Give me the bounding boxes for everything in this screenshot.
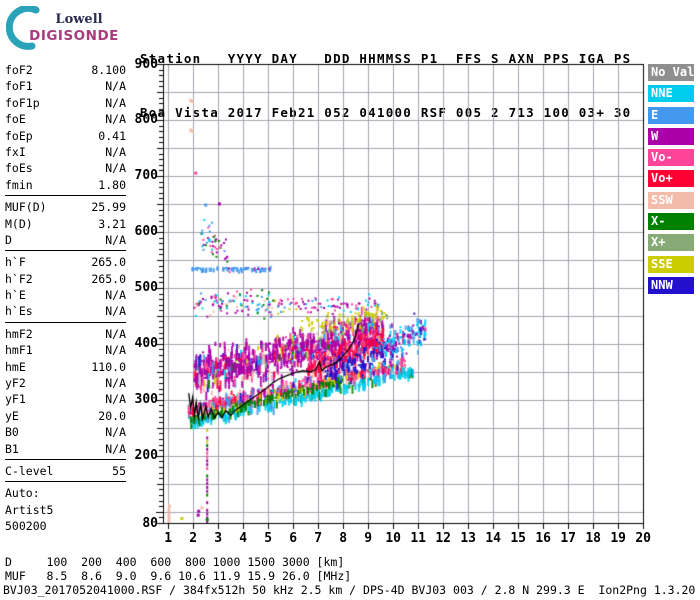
y-tick-label-80: 80 — [142, 515, 158, 531]
x-tick-label-13: 13 — [460, 531, 477, 546]
y-tick-label-300: 300 — [134, 392, 158, 408]
x-tick-label-20: 20 — [635, 531, 652, 546]
legend-item-x+: X+ — [648, 234, 694, 252]
y-tick-label-600: 600 — [134, 224, 158, 240]
y-tick-label-500: 500 — [134, 280, 158, 296]
y-tick-label-400: 400 — [134, 336, 158, 352]
legend-item-vo-: Vo- — [648, 149, 694, 167]
x-tick-label-5: 5 — [264, 531, 273, 546]
d-distance-row: D 100 200 400 600 800 1000 1500 3000 [km… — [5, 555, 345, 569]
x-tick-label-15: 15 — [510, 531, 527, 546]
x-tick-label-4: 4 — [239, 531, 248, 546]
file-info-row: BVJ03_2017052041000.RSF / 384fx512h 50 k… — [3, 583, 696, 597]
legend-item-e: E — [648, 106, 694, 124]
y-tick-label-800: 800 — [134, 112, 158, 128]
x-tick-label-7: 7 — [314, 531, 323, 546]
legend-item-nne: NNE — [648, 85, 694, 103]
legend-item-w: W — [648, 127, 694, 145]
x-tick-label-19: 19 — [610, 531, 627, 546]
x-tick-label-18: 18 — [585, 531, 602, 546]
legend-item-x-: X- — [648, 213, 694, 231]
x-tick-label-1: 1 — [164, 531, 173, 546]
legend-item-ssw: SSW — [648, 191, 694, 209]
x-tick-label-11: 11 — [410, 531, 427, 546]
muf-row: MUF 8.5 8.6 9.0 9.6 10.6 11.9 15.9 26.0 … — [5, 569, 352, 583]
y-tick-label-900: 900 — [134, 56, 158, 72]
legend-item-noval: No Val — [648, 64, 694, 81]
y-tick-label-200: 200 — [134, 448, 158, 464]
x-tick-label-9: 9 — [364, 531, 373, 546]
x-tick-label-17: 17 — [560, 531, 577, 546]
x-tick-label-6: 6 — [289, 531, 298, 546]
x-tick-label-3: 3 — [214, 531, 223, 546]
legend-item-nnw: NNW — [648, 276, 694, 294]
x-tick-label-16: 16 — [535, 531, 552, 546]
x-tick-label-2: 2 — [189, 531, 198, 546]
x-tick-label-12: 12 — [435, 531, 452, 546]
x-tick-label-10: 10 — [385, 531, 402, 546]
x-tick-label-14: 14 — [485, 531, 502, 546]
legend-item-sse: SSE — [648, 255, 694, 273]
legend-item-vo+: Vo+ — [648, 170, 694, 188]
doppler-direction-legend: No Val NNE E W Vo- Vo+ SSW X- X+ SSE NNW — [648, 64, 694, 298]
x-tick-label-8: 8 — [339, 531, 348, 546]
y-tick-label-700: 700 — [134, 168, 158, 184]
